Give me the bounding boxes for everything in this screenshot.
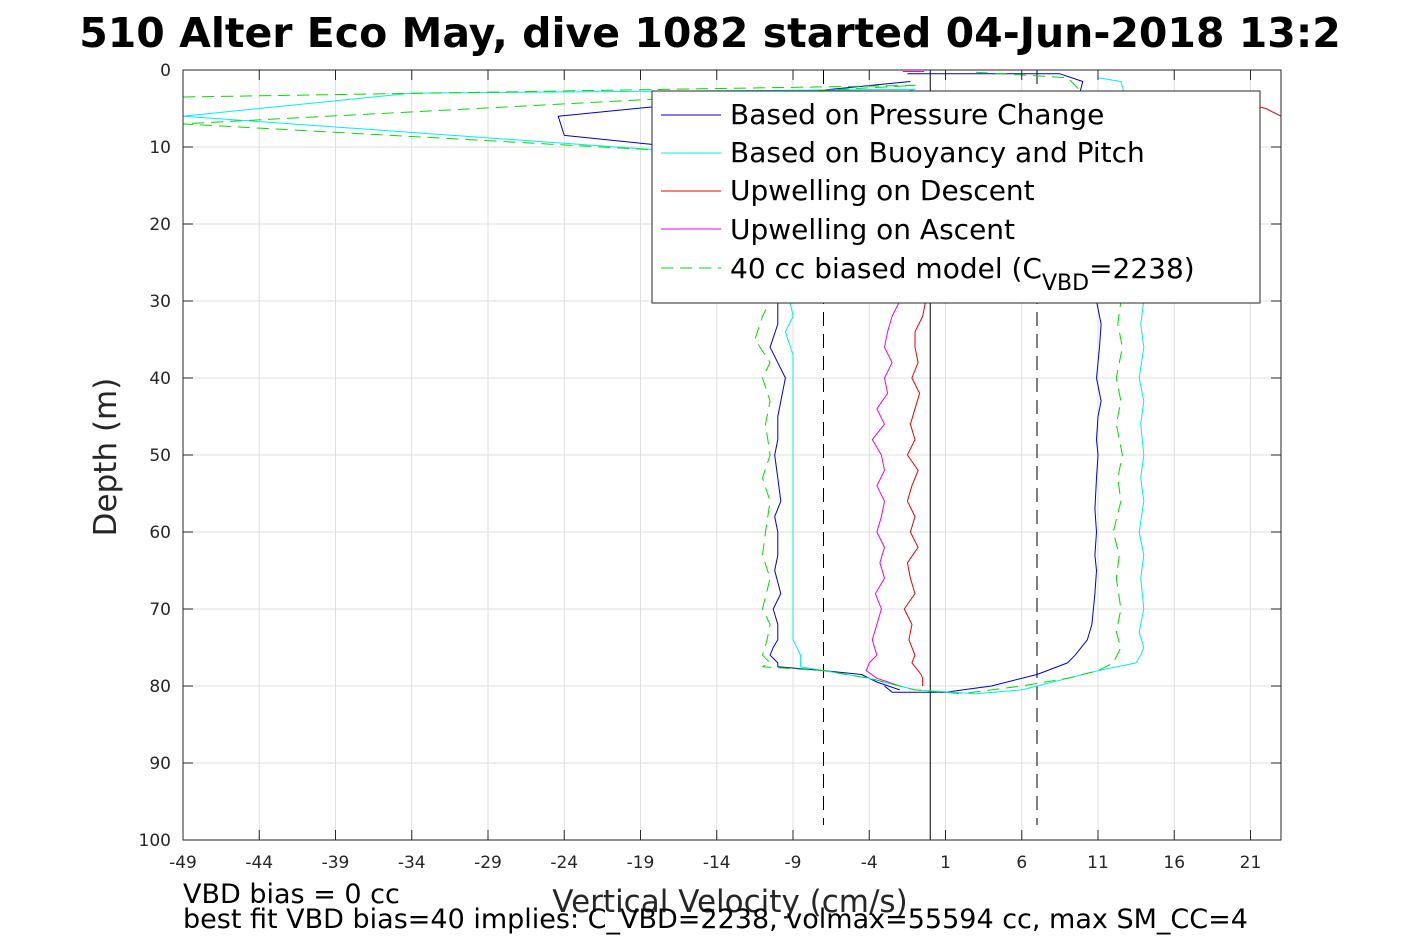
legend-entry-buoyancy-pitch: Based on Buoyancy and Pitch [730, 136, 1145, 169]
x-tick-label: -39 [322, 853, 350, 873]
legend-entry-biased-model: 40 cc biased model (CVBD=2238) [730, 252, 1195, 296]
y-tick-label: 40 [149, 369, 171, 389]
x-tick-label: -9 [785, 853, 802, 873]
series-line-3 [865, 300, 901, 687]
legend-samples [661, 114, 721, 269]
legend-entry-pressure-change: Based on Pressure Change [730, 98, 1104, 131]
x-tick-label: -14 [703, 853, 731, 873]
x-axis-label: Vertical Velocity (cm/s) [552, 884, 907, 920]
legend: Based on Pressure Change Based on Buoyan… [651, 90, 1261, 304]
series-line-2 [903, 300, 927, 686]
series-line-1 [182, 88, 916, 152]
x-tick-label: 21 [1240, 853, 1262, 873]
x-tick-label: -44 [245, 853, 273, 873]
axis-ticks: -49 -44 -39 -34 -29 -24 -19 -14 -9 -4 1 6 11 16 210102… [139, 61, 1281, 873]
x-tick-label: -24 [550, 853, 578, 873]
y-axis-label: Depth (m) [88, 378, 124, 537]
y-tick-label: 100 [139, 831, 171, 851]
x-tick-label: -49 [169, 853, 197, 873]
y-tick-label: 20 [149, 215, 171, 235]
chart-title: 510 Alter Eco May, dive 1082 started 04-… [79, 9, 1341, 57]
x-tick-label: -4 [861, 853, 878, 873]
y-tick-label: 80 [149, 677, 171, 697]
legend-entry-upwelling-descent: Upwelling on Descent [730, 174, 1035, 207]
x-tick-label: -29 [474, 853, 502, 873]
legend-entry-upwelling-ascent: Upwelling on Ascent [730, 213, 1015, 246]
y-tick-label: 50 [149, 446, 171, 466]
y-tick-label: 60 [149, 523, 171, 543]
y-tick-label: 70 [149, 600, 171, 620]
x-tick-label: 1 [940, 853, 951, 873]
series-line-1 [670, 150, 977, 695]
legend-entry-biased-model-prefix: 40 cc biased model (C [730, 252, 1042, 285]
y-tick-label: 90 [149, 754, 171, 774]
x-tick-label: 11 [1087, 853, 1109, 873]
vbd-bias-note: VBD bias = 0 cc [183, 879, 400, 910]
x-tick-label: -19 [627, 853, 655, 873]
x-tick-label: 16 [1163, 853, 1185, 873]
y-tick-label: 30 [149, 292, 171, 312]
best-fit-note: best fit VBD bias=40 implies: C_VBD=2238… [183, 904, 1248, 935]
y-tick-label: 0 [160, 61, 171, 81]
x-tick-label: -34 [398, 853, 426, 873]
legend-entry-biased-model-suffix: =2238) [1089, 252, 1195, 285]
legend-box [651, 90, 1261, 304]
x-tick-label: 6 [1016, 853, 1027, 873]
y-tick-label: 10 [149, 138, 171, 158]
legend-entry-biased-model-subscript: VBD [1042, 271, 1089, 296]
